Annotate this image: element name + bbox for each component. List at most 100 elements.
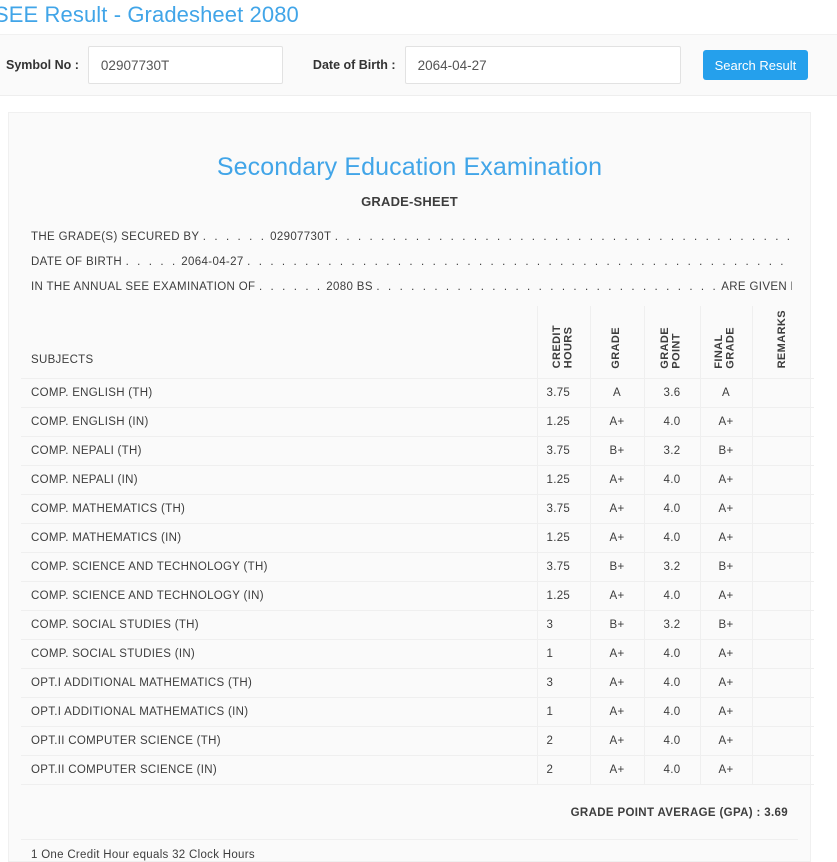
grades-table: SUBJECTS CREDIT HOURS GRADE GRADE POINT … [21, 306, 814, 785]
cell-subject: OPT.I ADDITIONAL MATHEMATICS (IN) [21, 697, 537, 727]
cell-credit-hours: 1.25 [536, 523, 590, 553]
gradesheet-subtitle: GRADE-SHEET [361, 194, 458, 209]
cell-grade: A+ [589, 755, 644, 785]
info-line-grades-secured: THE GRADE(S) SECURED BY . . . . . . 0290… [31, 231, 792, 243]
symbol-no-label: Symbol No : [6, 58, 79, 72]
cell-final-grade: A+ [699, 494, 752, 524]
cell-grade-point: 4.0 [643, 697, 700, 727]
cell-remarks [751, 755, 814, 785]
info-dots-leading: . . . . . . [202, 231, 267, 243]
cell-credit-hours: 3 [536, 610, 590, 640]
cell-grade: A+ [589, 697, 644, 727]
cell-subject: COMP. MATHEMATICS (TH) [21, 494, 537, 524]
table-row: OPT.II COMPUTER SCIENCE (TH) 2 A+ 4.0 A+ [21, 726, 814, 756]
column-header-remarks: REMARKS [751, 306, 814, 379]
cell-remarks [751, 465, 814, 495]
cell-subject: COMP. SCIENCE AND TECHNOLOGY (TH) [21, 552, 537, 582]
cell-remarks [751, 581, 814, 611]
cell-subject: COMP. SCIENCE AND TECHNOLOGY (IN) [21, 581, 537, 611]
cell-credit-hours: 1.25 [536, 581, 590, 611]
table-row: OPT.I ADDITIONAL MATHEMATICS (IN) 1 A+ 4.0 A… [21, 697, 814, 727]
cell-grade-point: 4.0 [643, 494, 700, 524]
date-of-birth-label: Date of Birth : [312, 58, 396, 72]
cell-remarks [751, 407, 814, 437]
cell-final-grade: A+ [699, 523, 752, 553]
gpa-summary: GRADE POINT AVERAGE (GPA) : 3.69 [21, 785, 798, 840]
cell-grade: A+ [589, 407, 644, 437]
table-row: COMP. SOCIAL STUDIES (IN) 1 A+ 4.0 A+ [21, 639, 814, 669]
cell-grade-point: 4.0 [643, 407, 700, 437]
cell-final-grade: A+ [699, 581, 752, 611]
cell-subject: OPT.II COMPUTER SCIENCE (IN) [21, 755, 537, 785]
table-row: OPT.II COMPUTER SCIENCE (IN) 2 A+ 4.0 A+ [21, 755, 814, 785]
cell-final-grade: A+ [699, 755, 752, 785]
cell-grade: A+ [589, 465, 644, 495]
table-row: COMP. MATHEMATICS (TH) 3.75 A+ 4.0 A+ [21, 494, 814, 524]
column-header-credit-hours: CREDIT HOURS [536, 306, 590, 379]
column-header-grade: GRADE [589, 306, 644, 379]
cell-credit-hours: 2 [536, 755, 590, 785]
cell-credit-hours: 3 [536, 668, 590, 698]
search-form: Symbol No : Date of Birth : Search Resul… [0, 34, 837, 96]
cell-credit-hours: 1 [536, 639, 590, 669]
cell-credit-hours: 3.75 [536, 436, 590, 466]
cell-subject: OPT.I ADDITIONAL MATHEMATICS (TH) [21, 668, 537, 698]
cell-subject: COMP. ENGLISH (TH) [21, 378, 537, 408]
search-result-button[interactable]: Search Result [702, 50, 809, 80]
cell-remarks [751, 552, 814, 582]
symbol-no-value: 02907730T [270, 231, 332, 243]
cell-grade-point: 4.0 [643, 668, 700, 698]
cell-final-grade: A [699, 378, 752, 408]
table-row: COMP. NEPALI (IN) 1.25 A+ 4.0 A+ [21, 465, 814, 495]
exam-title: Secondary Education Examination [216, 153, 603, 181]
date-of-birth-input[interactable] [404, 46, 681, 84]
cell-grade: A+ [589, 726, 644, 756]
table-row: COMP. MATHEMATICS (IN) 1.25 A+ 4.0 A+ [21, 523, 814, 553]
cell-final-grade: A+ [699, 465, 752, 495]
cell-grade-point: 4.0 [643, 639, 700, 669]
cell-final-grade: A+ [699, 668, 752, 698]
column-header-final-grade-label: FINAL GRADE [713, 326, 737, 369]
symbol-no-input[interactable] [87, 46, 283, 84]
cell-final-grade: B+ [699, 610, 752, 640]
cell-grade: A+ [589, 639, 644, 669]
info-suffix: ARE GIVEN BELOW . . . [721, 281, 792, 293]
page-title-bar: SEE Result - Gradesheet 2080 [0, 0, 837, 34]
cell-subject: COMP. MATHEMATICS (IN) [21, 523, 537, 553]
info-dots-leading: . . . . . . [258, 281, 323, 293]
cell-remarks [751, 668, 814, 698]
cell-remarks [751, 697, 814, 727]
info-dots-trailing: . . . . . . . . . . . . . . . . . . . . … [376, 281, 719, 293]
column-header-final-grade: FINAL GRADE [699, 306, 752, 379]
column-header-credit-hours-label: CREDIT HOURS [550, 325, 575, 369]
cell-credit-hours: 1 [536, 697, 590, 727]
exam-year-value: 2080 BS [326, 281, 373, 293]
cell-final-grade: B+ [699, 552, 752, 582]
table-row: COMP. NEPALI (TH) 3.75 B+ 3.2 B+ [21, 436, 814, 466]
cell-credit-hours: 3.75 [536, 494, 590, 524]
cell-final-grade: A+ [699, 639, 752, 669]
cell-remarks [751, 610, 814, 640]
cell-subject: COMP. SOCIAL STUDIES (IN) [21, 639, 537, 669]
cell-grade: A+ [589, 494, 644, 524]
cell-grade: A+ [589, 668, 644, 698]
cell-grade: B+ [589, 610, 644, 640]
cell-grade-point: 3.2 [643, 436, 700, 466]
column-header-grade-point: GRADE POINT [643, 306, 700, 379]
info-dots-leading: . . . . . [125, 256, 178, 268]
cell-final-grade: A+ [699, 726, 752, 756]
cell-credit-hours: 2 [536, 726, 590, 756]
page-title: SEE Result - Gradesheet 2080 [0, 2, 299, 27]
table-row: COMP. ENGLISH (TH) 3.75 A 3.6 A [21, 378, 814, 408]
info-prefix: THE GRADE(S) SECURED BY [31, 231, 200, 243]
cell-grade-point: 3.2 [643, 552, 700, 582]
cell-grade: A+ [589, 581, 644, 611]
cell-grade-point: 4.0 [643, 465, 700, 495]
info-prefix: DATE OF BIRTH [31, 256, 123, 268]
column-header-grade-label: GRADE [610, 326, 623, 369]
cell-grade: A [589, 378, 644, 408]
cell-remarks [751, 494, 814, 524]
grades-table-head: SUBJECTS CREDIT HOURS GRADE GRADE POINT … [21, 306, 814, 379]
cell-remarks [751, 523, 814, 553]
info-line-exam-year: IN THE ANNUAL SEE EXAMINATION OF . . . .… [31, 281, 792, 293]
